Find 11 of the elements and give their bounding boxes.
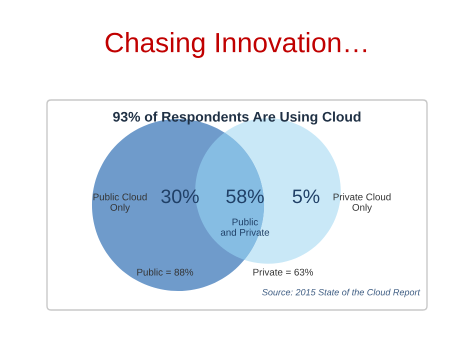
category-label: Public Cloud Only — [94, 193, 147, 213]
data-label: 5% — [292, 190, 320, 204]
data-label: 30% — [161, 189, 199, 204]
text: Chasing Innovation… — [106, 32, 366, 58]
category-label: Private Cloud Only — [334, 193, 391, 213]
data-label: 58% — [226, 189, 264, 204]
text: 93% of Respondents Are Using Cloud — [113, 111, 360, 125]
category-label: Public and Private — [220, 218, 270, 236]
text: Public = 88% — [137, 268, 194, 276]
text: Private = 63% — [253, 268, 314, 276]
source-note: Source: 2015 State of the Cloud Report — [262, 288, 420, 298]
